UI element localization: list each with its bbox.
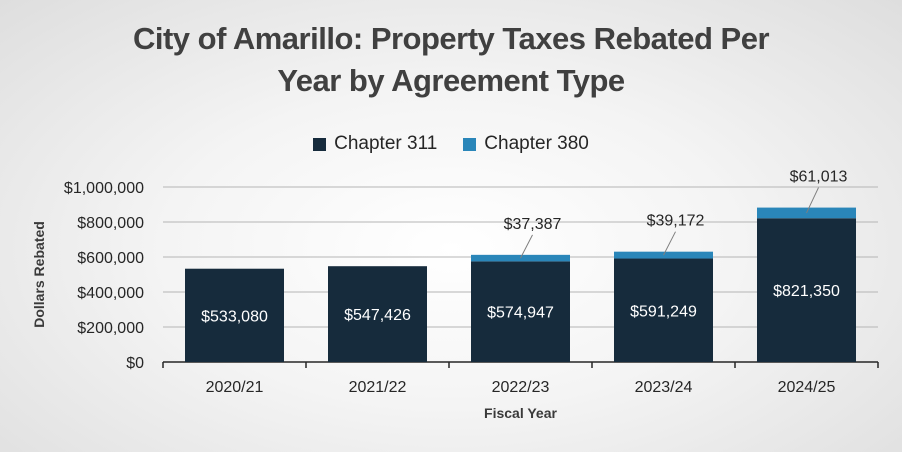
x-tick-label: 2023/24 [635, 379, 693, 396]
x-tick-label: 2020/21 [206, 379, 264, 396]
legend-label-chapter-380: Chapter 380 [484, 133, 589, 154]
legend-label-chapter-311: Chapter 311 [334, 133, 438, 154]
data-label-chapter-311: $533,080 [201, 308, 268, 325]
data-label-chapter-380: $61,013 [790, 169, 848, 186]
bar-chapter-311 [328, 266, 427, 362]
callout-leader-line [520, 234, 533, 259]
data-label-chapter-380: $39,172 [647, 213, 705, 230]
legend-item-chapter-311: Chapter 311 [313, 133, 437, 155]
legend-item-chapter-380: Chapter 380 [463, 133, 589, 155]
chart-title-line-2: Year by Agreement Type [277, 63, 625, 98]
x-tick-label: 2024/25 [778, 379, 836, 396]
y-tick-label: $1,000,000 [64, 180, 144, 197]
bar-chapter-311 [614, 258, 713, 362]
bar-chapter-311 [185, 268, 284, 362]
callout-leader-line [663, 231, 676, 256]
legend-swatch-chapter-311 [313, 137, 327, 151]
data-label-chapter-311: $591,249 [630, 303, 697, 320]
x-axis-title: Fiscal Year [484, 405, 557, 421]
chart-title: City of Amarillo: Property Taxes Rebated… [0, 18, 902, 102]
y-tick-label: $600,000 [77, 250, 144, 267]
bar-chapter-311 [471, 261, 570, 362]
callout-leader-line [806, 187, 819, 214]
legend: Chapter 311 Chapter 380 [0, 133, 902, 155]
bar-chapter-311 [757, 218, 856, 362]
chart-title-line-1: City of Amarillo: Property Taxes Rebated… [132, 21, 770, 56]
data-label-chapter-311: $547,426 [344, 307, 411, 324]
legend-swatch-chapter-380 [463, 137, 477, 151]
data-label-chapter-311: $574,947 [487, 305, 554, 322]
y-tick-label: $200,000 [77, 320, 144, 337]
y-tick-label: $0 [126, 355, 144, 372]
y-tick-label: $800,000 [77, 215, 144, 232]
y-tick-label: $400,000 [77, 285, 144, 302]
x-tick-label: 2021/22 [349, 379, 407, 396]
x-tick-label: 2022/23 [492, 379, 550, 396]
y-axis-title: Dollars Rebated [31, 221, 47, 328]
data-label-chapter-311: $821,350 [773, 283, 840, 300]
data-label-chapter-380: $37,387 [504, 216, 562, 233]
